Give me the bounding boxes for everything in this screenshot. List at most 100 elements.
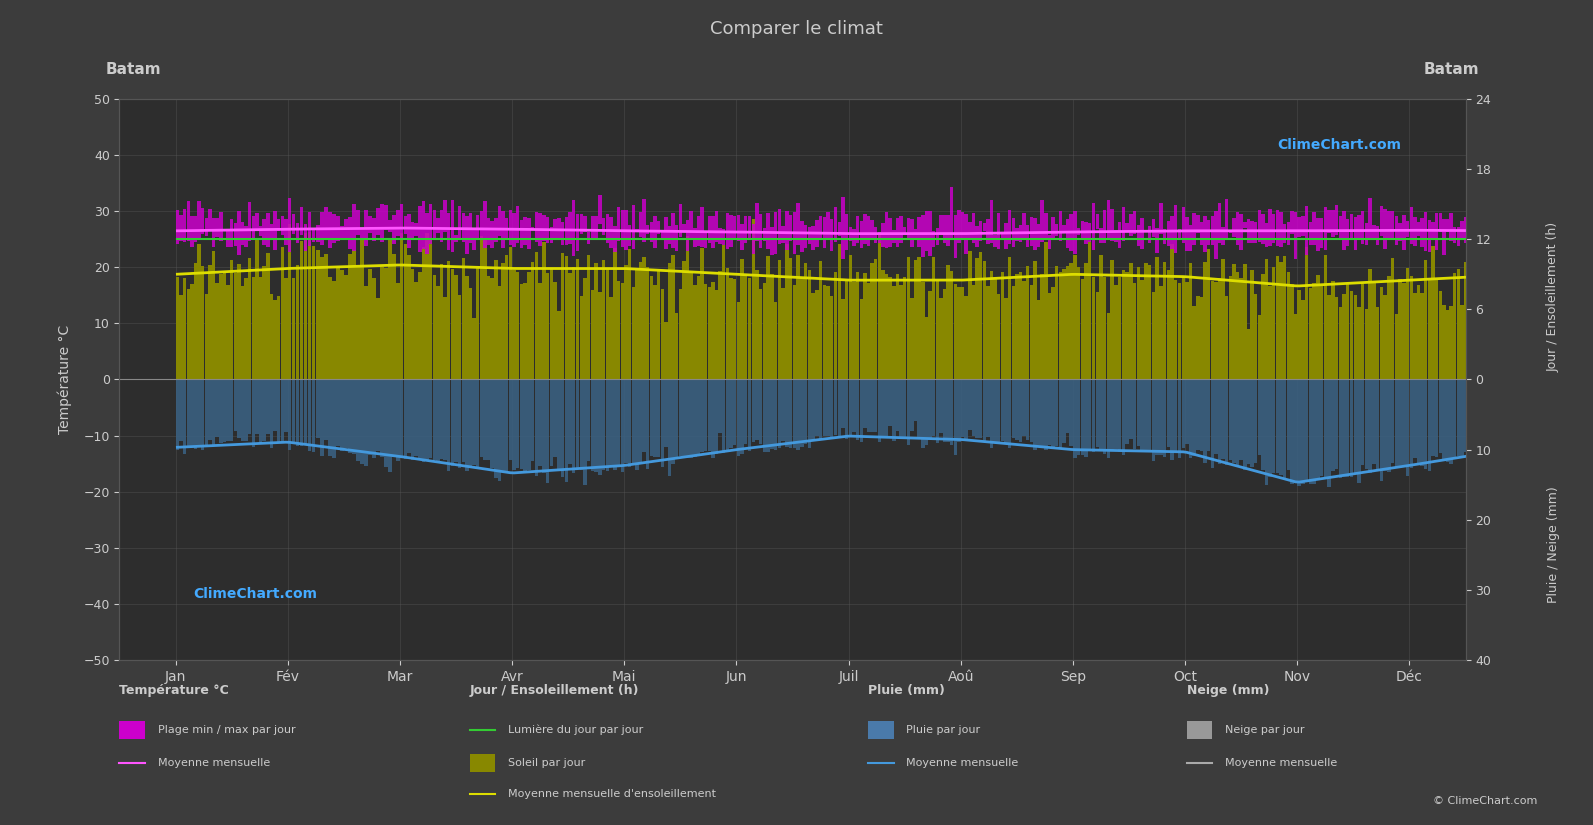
Bar [1316,276,1319,380]
Bar [1388,380,1391,472]
Bar [1518,208,1521,247]
Bar [186,380,190,446]
Bar [895,218,898,248]
Bar [284,278,288,380]
Bar [204,294,209,380]
Bar [707,380,710,450]
Bar [462,380,465,462]
Bar [1203,216,1207,252]
Bar [969,252,972,380]
Bar [900,216,903,243]
Text: ClimeChart.com: ClimeChart.com [1278,139,1402,153]
Bar [1461,380,1464,458]
Bar [710,380,715,458]
Bar [1133,380,1136,449]
Bar [1424,212,1427,251]
Bar [1399,224,1402,241]
Bar [443,200,448,233]
Bar [376,208,379,235]
Bar [1026,266,1029,380]
Bar [234,223,237,246]
Bar [269,224,272,239]
Bar [1313,212,1316,245]
Bar [954,285,957,380]
Bar [436,285,440,380]
Bar [411,222,414,238]
Bar [411,380,414,460]
Bar [763,283,766,380]
Bar [1475,248,1478,380]
Bar [924,380,929,446]
Bar [1321,284,1324,380]
Bar [940,380,943,433]
Bar [639,212,642,237]
Bar [707,287,710,380]
Bar [249,201,252,241]
Bar [397,283,400,380]
Bar [610,297,613,380]
Bar [855,215,859,243]
Bar [613,248,616,380]
Bar [1349,380,1352,477]
Bar [954,380,957,455]
Bar [451,380,454,466]
Bar [1470,380,1475,446]
Bar [1399,380,1402,468]
Bar [994,279,997,380]
Bar [508,210,511,245]
Bar [1427,279,1431,380]
Bar [929,380,932,440]
Bar [1324,255,1327,380]
Bar [949,271,954,380]
Text: Plage min / max par jour: Plage min / max par jour [158,725,295,735]
Bar [1114,230,1118,243]
Bar [656,221,661,233]
Bar [1118,277,1121,380]
Bar [414,380,417,455]
Bar [1251,221,1254,243]
Bar [1034,218,1037,250]
Bar [855,272,859,380]
Bar [244,226,249,247]
Bar [838,222,841,236]
Bar [1410,207,1413,243]
Bar [505,380,508,472]
Bar [1026,380,1029,440]
Bar [336,267,339,380]
Bar [994,380,997,442]
Bar [422,380,425,462]
Bar [599,196,602,224]
Bar [1114,380,1118,449]
Text: © ClimeChart.com: © ClimeChart.com [1432,796,1537,806]
Bar [789,380,792,449]
Bar [373,278,376,380]
Bar [1040,200,1043,242]
Bar [241,380,244,441]
Bar [1193,213,1196,245]
Bar [408,255,411,380]
Bar [1185,217,1188,251]
Bar [400,204,403,238]
Bar [296,265,299,380]
Bar [204,218,209,237]
Bar [1349,290,1352,380]
Bar [1388,276,1391,380]
Bar [1496,380,1501,459]
Bar [628,248,631,380]
Bar [519,284,523,380]
Bar [425,214,429,254]
Bar [940,298,943,380]
Bar [1037,299,1040,380]
Text: Neige par jour: Neige par jour [1225,725,1305,735]
Bar [1507,201,1510,242]
Bar [1268,286,1271,380]
Bar [777,209,781,244]
Bar [307,380,312,451]
Bar [910,219,914,247]
Bar [1188,263,1192,380]
Bar [1133,283,1136,380]
Bar [558,218,561,238]
Bar [785,210,789,250]
Bar [1413,380,1416,459]
Text: Moyenne mensuelle: Moyenne mensuelle [1225,758,1337,768]
